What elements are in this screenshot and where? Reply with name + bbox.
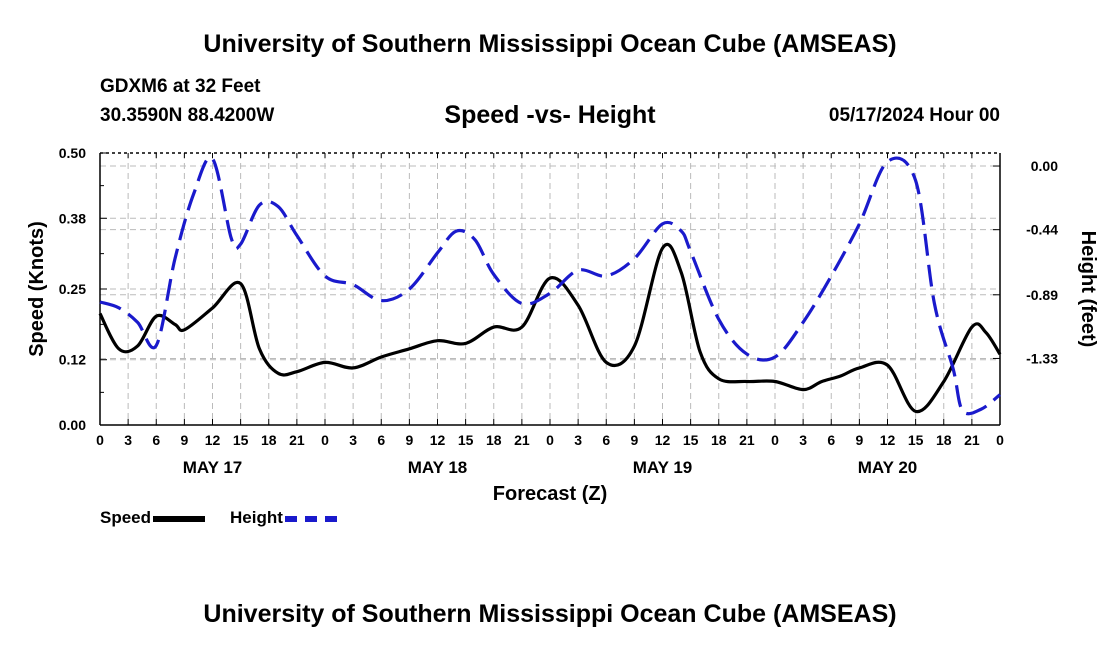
speed-series-line — [98, 242, 1002, 414]
x-tick-label: 9 — [405, 432, 413, 448]
legend-speed-label: Speed — [100, 508, 152, 527]
x-tick-label: 12 — [205, 432, 221, 448]
x-tick-label: 12 — [655, 432, 671, 448]
x-tick-label: 0 — [96, 432, 104, 448]
y-left-tick-label: 0.38 — [59, 210, 86, 226]
x-axis-title: Forecast (Z) — [493, 483, 607, 505]
x-tick-label: 15 — [233, 432, 249, 448]
x-tick-label: 18 — [711, 432, 727, 448]
day-label: MAY 17 — [183, 458, 243, 477]
station-coordinates: 30.3590N 88.4200W — [100, 105, 275, 126]
x-tick-label: 12 — [880, 432, 896, 448]
x-tick-label: 18 — [261, 432, 277, 448]
x-tick-label: 6 — [377, 432, 385, 448]
legend-height: Height — [230, 508, 337, 528]
x-tick-label: 3 — [349, 432, 357, 448]
y-left-tick-label: 0.00 — [59, 417, 86, 433]
day-label: MAY 18 — [408, 458, 468, 477]
y-left-tick-label: 0.25 — [59, 281, 86, 297]
x-tick-label: 6 — [152, 432, 160, 448]
x-tick-label: 12 — [430, 432, 446, 448]
x-tick-label: 6 — [827, 432, 835, 448]
x-tick-label: 3 — [124, 432, 132, 448]
x-tick-label: 15 — [908, 432, 924, 448]
y-right-tick-label: -1.33 — [1026, 350, 1058, 366]
x-tick-label: 9 — [630, 432, 638, 448]
x-tick-label: 9 — [855, 432, 863, 448]
y-right-axis-title: Height (feet) — [1077, 231, 1099, 348]
day-label: MAY 19 — [633, 458, 693, 477]
x-tick-label: 21 — [289, 432, 305, 448]
x-tick-label: 15 — [458, 432, 474, 448]
x-tick-label: 0 — [996, 432, 1004, 448]
y-right-tick-label: -0.44 — [1026, 222, 1058, 238]
x-tick-label: 3 — [574, 432, 582, 448]
footer-title: University of Southern Mississippi Ocean… — [203, 600, 897, 628]
x-tick-label: 18 — [936, 432, 952, 448]
forecast-date: 05/17/2024 Hour 00 — [828, 105, 1000, 126]
legend-speed-swatch — [153, 515, 206, 522]
x-tick-label: 21 — [964, 432, 980, 448]
page-title: University of Southern Mississippi Ocean… — [203, 30, 897, 58]
y-left-tick-label: 0.12 — [59, 352, 86, 368]
x-tick-label: 18 — [486, 432, 502, 448]
legend-speed: Speed — [100, 508, 206, 528]
x-tick-label: 21 — [739, 432, 755, 448]
day-label: MAY 20 — [858, 458, 918, 477]
legend-height-label: Height — [230, 508, 283, 527]
y-right-tick-label: -0.89 — [1026, 287, 1058, 303]
x-tick-label: 15 — [683, 432, 699, 448]
x-tick-label: 0 — [321, 432, 329, 448]
x-tick-label: 3 — [799, 432, 807, 448]
station-name: GDXM6 at 32 Feet — [100, 76, 261, 97]
height-series-line — [99, 155, 1002, 416]
y-left-axis-title: Speed (Knots) — [26, 221, 48, 357]
chart-subtitle: Speed -vs- Height — [444, 101, 656, 129]
y-left-tick-label: 0.50 — [59, 145, 86, 161]
y-right-tick-label: 0.00 — [1031, 158, 1058, 174]
legend-height-swatch — [284, 515, 337, 522]
x-tick-label: 0 — [771, 432, 779, 448]
x-tick-label: 21 — [514, 432, 530, 448]
x-tick-label: 6 — [602, 432, 610, 448]
x-tick-label: 0 — [546, 432, 554, 448]
x-tick-label: 9 — [180, 432, 188, 448]
